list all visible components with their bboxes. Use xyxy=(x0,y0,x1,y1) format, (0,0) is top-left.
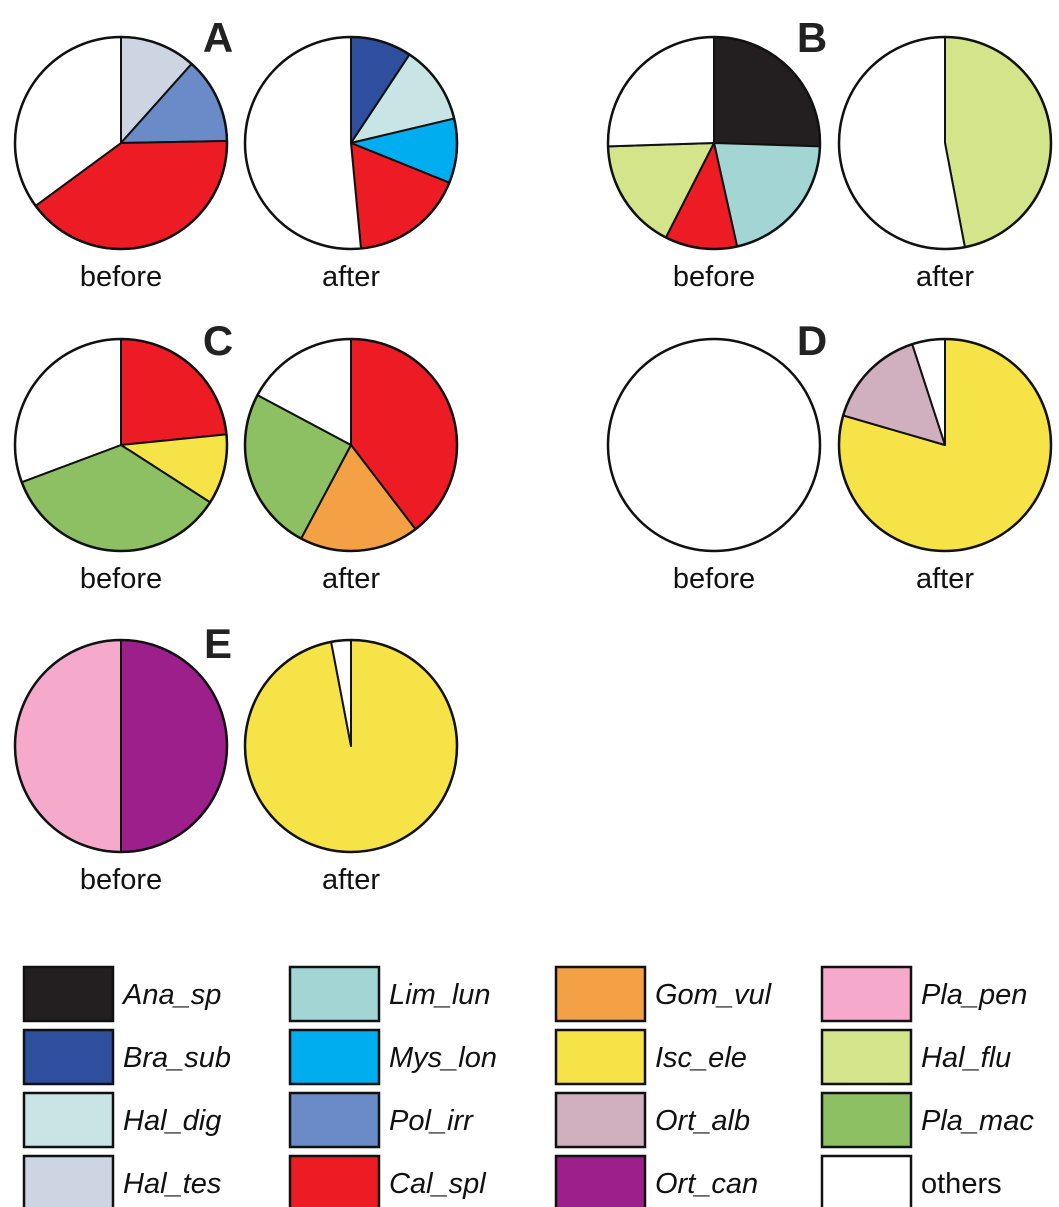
pie-before: before xyxy=(13,638,229,896)
pie-caption: before xyxy=(80,864,162,896)
pie-before: before xyxy=(606,337,822,595)
legend-swatch xyxy=(554,1028,647,1086)
legend-item-hal-dig: Hal_dig xyxy=(22,1091,221,1149)
pie-outline xyxy=(837,337,1053,553)
pie-outline xyxy=(243,35,459,251)
pie-after: after xyxy=(243,337,459,595)
legend-label: Pla_mac xyxy=(921,1105,1034,1137)
legend-item-hal-tes: Hal_tes xyxy=(22,1154,221,1207)
legend-item-ana-sp: Ana_sp xyxy=(22,965,221,1023)
legend-item-pol-irr: Pol_irr xyxy=(288,1091,474,1149)
legend: Ana_sp Bra_sub Hal_dig Hal_tes Lim_lun Mys_lo… xyxy=(22,965,1034,1207)
pie-slice-others xyxy=(837,36,966,250)
legend-swatch xyxy=(820,1154,913,1207)
pie-caption: after xyxy=(322,563,380,595)
pie-after: after xyxy=(243,638,459,896)
panel-letter: E xyxy=(204,620,232,667)
pie-caption: after xyxy=(916,563,974,595)
legend-swatch xyxy=(22,1154,115,1207)
legend-label: Mys_lon xyxy=(389,1042,497,1074)
legend-label: Hal_tes xyxy=(123,1168,221,1200)
legend-swatch xyxy=(820,1028,913,1086)
pie-after: after xyxy=(837,337,1053,595)
pie-slice-others xyxy=(607,36,715,148)
pie-outline xyxy=(243,638,459,854)
panel-letter: B xyxy=(797,14,827,61)
pie-outline xyxy=(606,35,822,251)
pie-before: before xyxy=(13,35,229,293)
legend-swatch xyxy=(22,965,115,1023)
legend-item-pla-pen: Pla_pen xyxy=(820,965,1027,1023)
pie-caption: before xyxy=(673,261,755,293)
legend-item-lim-lun: Lim_lun xyxy=(288,965,491,1023)
legend-label: Pol_irr xyxy=(389,1105,474,1137)
legend-label: Isc_ele xyxy=(655,1042,747,1074)
legend-item-isc-ele: Isc_ele xyxy=(554,1028,747,1086)
legend-swatch xyxy=(22,1028,115,1086)
pie-outline xyxy=(13,638,229,854)
legend-item-pla-mac: Pla_mac xyxy=(820,1091,1034,1149)
pie-slice-pla-pen xyxy=(14,639,122,853)
legend-item-bra-sub: Bra_sub xyxy=(22,1028,231,1086)
legend-label: Ort_alb xyxy=(655,1105,750,1137)
legend-item-cal-spl: Cal_spl xyxy=(288,1154,487,1207)
legend-label: Ort_can xyxy=(655,1168,758,1200)
pie-slice-hal-flu xyxy=(944,36,1052,249)
legend-label: Ana_sp xyxy=(121,979,221,1011)
legend-label: Lim_lun xyxy=(389,979,491,1011)
pie-after: after xyxy=(243,35,459,293)
pie-outline xyxy=(606,337,822,553)
legend-swatch xyxy=(22,1091,115,1149)
legend-item-others: others xyxy=(820,1154,1002,1207)
panel-letter: A xyxy=(203,14,233,61)
pie-caption: after xyxy=(322,864,380,896)
legend-label: Hal_dig xyxy=(123,1105,221,1137)
legend-label: Hal_flu xyxy=(921,1042,1011,1074)
legend-label: Cal_spl xyxy=(389,1168,487,1200)
legend-swatch xyxy=(554,1154,647,1207)
legend-swatch xyxy=(288,1154,381,1207)
pie-outline xyxy=(837,35,1053,251)
pie-slice-ort-can xyxy=(120,639,228,853)
legend-swatch xyxy=(820,1091,913,1149)
pie-caption: after xyxy=(322,261,380,293)
legend-swatch xyxy=(554,1091,647,1149)
legend-item-mys-lon: Mys_lon xyxy=(288,1028,497,1086)
legend-item-ort-alb: Ort_alb xyxy=(554,1091,750,1149)
panel-letter: D xyxy=(797,317,827,364)
pie-caption: after xyxy=(916,261,974,293)
pie-caption: before xyxy=(80,261,162,293)
legend-label: Bra_sub xyxy=(123,1042,231,1074)
pie-outline xyxy=(243,337,459,553)
pie-caption: before xyxy=(673,563,755,595)
panel-letter: C xyxy=(203,317,233,364)
legend-label: others xyxy=(921,1168,1002,1200)
legend-swatch xyxy=(288,1091,381,1149)
pie-before: before xyxy=(13,337,229,595)
legend-item-ort-can: Ort_can xyxy=(554,1154,758,1207)
pie-outline xyxy=(13,337,229,553)
pie-outline xyxy=(13,35,229,251)
legend-label: Gom_vul xyxy=(655,979,773,1011)
legend-swatch xyxy=(820,965,913,1023)
legend-label: Pla_pen xyxy=(921,979,1027,1011)
legend-swatch xyxy=(288,965,381,1023)
pie-slice-others xyxy=(244,36,362,250)
legend-item-hal-flu: Hal_flu xyxy=(820,1028,1011,1086)
legend-swatch xyxy=(554,965,647,1023)
pie-after: after xyxy=(837,35,1053,293)
pie-caption: before xyxy=(80,563,162,595)
legend-item-gom-vul: Gom_vul xyxy=(554,965,773,1023)
pie-before: before xyxy=(606,35,822,293)
legend-swatch xyxy=(288,1028,381,1086)
